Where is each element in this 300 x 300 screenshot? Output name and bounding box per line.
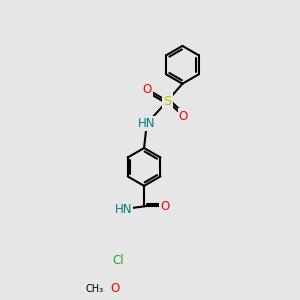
Text: O: O	[142, 82, 152, 96]
Text: HN: HN	[138, 117, 155, 130]
Text: O: O	[111, 282, 120, 295]
Text: O: O	[179, 110, 188, 123]
Text: S: S	[163, 94, 172, 107]
Text: CH₃: CH₃	[86, 284, 104, 293]
Text: Cl: Cl	[112, 254, 124, 267]
Text: HN: HN	[115, 202, 132, 216]
Text: O: O	[160, 200, 169, 213]
